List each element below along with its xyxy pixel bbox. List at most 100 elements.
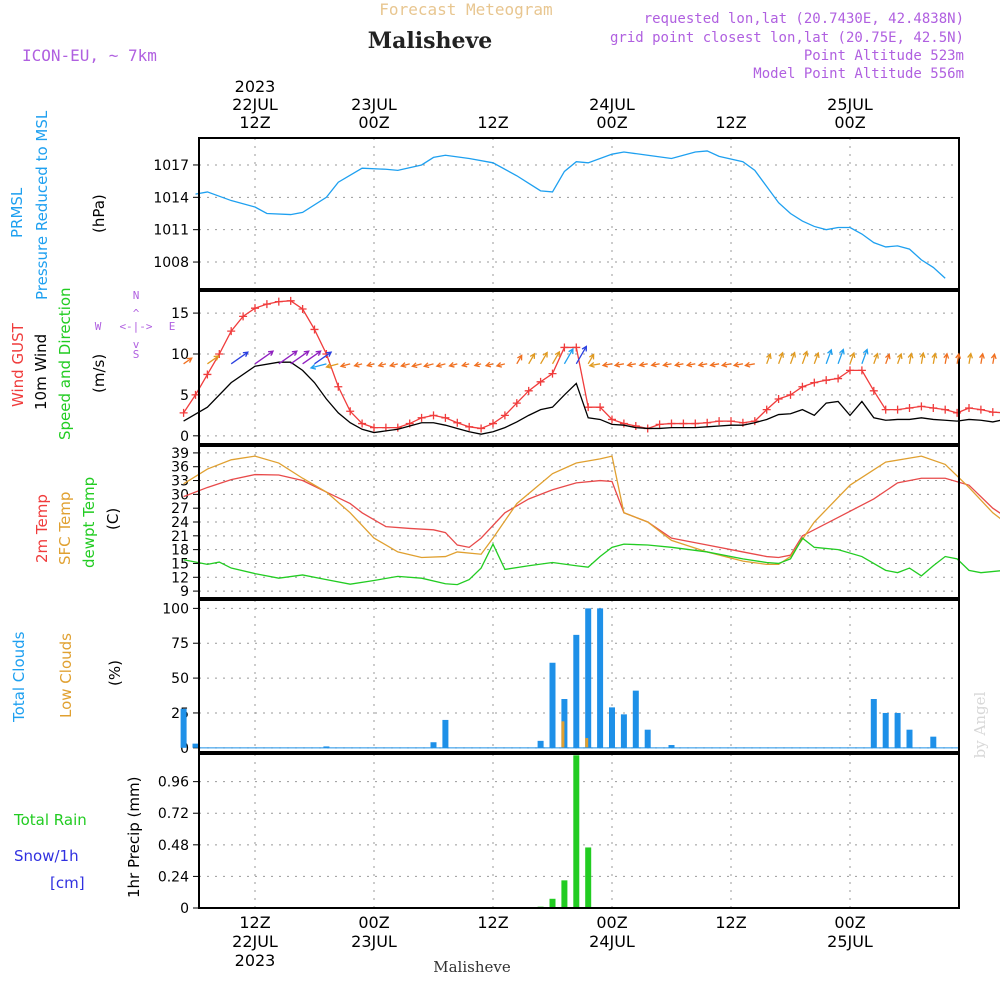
gust-marker: [715, 417, 724, 426]
y-tick-label: 10: [171, 347, 189, 363]
bar: [585, 608, 592, 748]
wind-arrow-head: [309, 364, 317, 370]
gust-marker: [608, 415, 616, 424]
wind-arrow-head: [919, 351, 926, 359]
label-sfc-temp: SFC Temp: [56, 492, 74, 565]
wind-arrow-head: [697, 361, 704, 368]
wind-arrow: [207, 355, 219, 365]
wind-arrow-head: [339, 362, 347, 369]
label-10m-wind: 10m Wind: [32, 334, 50, 410]
gust-marker: [572, 343, 581, 352]
wind-arrow-head: [291, 350, 298, 356]
gust-marker: [489, 419, 497, 428]
bar: [573, 755, 580, 908]
wind-arrow: [849, 352, 855, 365]
wind-compass: N S W E <-|-> ^ v: [95, 289, 176, 361]
label-snow: Snow/1h: [14, 847, 79, 865]
gust-marker: [774, 395, 783, 403]
bottom-time-label: 00Z: [596, 913, 627, 932]
label-cloud-unit: (%): [106, 660, 124, 686]
gust-marker: [965, 404, 973, 412]
bottom-time-label: 12Z: [715, 913, 746, 932]
wind-arrow-head: [979, 352, 985, 359]
wind-arrow: [278, 350, 298, 365]
wind-arrow-head: [744, 361, 751, 368]
wind-arrow: [873, 353, 879, 365]
top-time-label: 22JUL: [232, 95, 278, 114]
bar: [180, 708, 187, 748]
y-tick-label: 0.24: [158, 869, 189, 885]
top-time-label: 23JUL: [351, 95, 397, 114]
wind-arrow-head: [943, 352, 950, 359]
y-tick-label: 27: [171, 501, 189, 517]
compass-cross-h: <-|->: [119, 320, 152, 333]
panel-frame: [198, 445, 960, 599]
wind-arrow: [885, 354, 890, 365]
compass-south: S: [133, 348, 140, 361]
gust-marker: [631, 422, 640, 430]
wind-arrow: [528, 353, 536, 365]
gust-marker: [417, 413, 426, 422]
label-wind-gust: Wind GUST: [9, 322, 27, 407]
gust-marker: [786, 390, 795, 399]
top-time-label: 12Z: [239, 113, 270, 132]
gust-marker: [929, 404, 938, 412]
point-altitude: Point Altitude 523m: [804, 48, 964, 64]
gust-marker: [810, 378, 819, 387]
bar: [561, 721, 565, 748]
wind-arrow-head: [814, 351, 820, 359]
wind-arrow-head: [213, 355, 220, 361]
bar: [549, 898, 556, 908]
super-title: Forecast Meteogram: [379, 0, 552, 19]
wind-arrow: [663, 363, 672, 366]
y-tick-label: 75: [171, 636, 189, 652]
gust-marker: [393, 423, 402, 432]
grid-point-coords: grid point closest lon,lat (20.75E, 42.5…: [610, 30, 964, 46]
wind-arrow: [412, 363, 422, 367]
bar: [632, 690, 639, 748]
wind-arrow: [920, 353, 924, 364]
wind-arrow-head: [353, 361, 360, 368]
bar: [930, 736, 937, 748]
gust-marker: [798, 382, 807, 391]
wind-arrow-head: [495, 362, 502, 368]
gust-marker: [560, 343, 569, 352]
wind-arrow: [861, 349, 868, 365]
gust-marker: [857, 366, 866, 375]
bar: [609, 707, 615, 748]
gust-marker: [524, 386, 533, 395]
y-tick-label: 15: [171, 556, 189, 572]
wind-arrow-head: [325, 363, 332, 369]
label-speed-direction: Speed and Direction: [56, 287, 74, 440]
wind-arrow-head: [873, 352, 879, 359]
gust-marker: [310, 325, 319, 334]
y-tick-label: 15: [171, 306, 189, 322]
y-tick-label: 0.48: [158, 838, 189, 854]
wind-arrow-head: [766, 352, 772, 360]
wind-arrow-head: [377, 361, 384, 368]
wind-arrow: [602, 363, 613, 367]
wind-arrow: [710, 363, 720, 366]
gust-marker: [358, 419, 367, 428]
wind-arrow-head: [366, 361, 373, 368]
wind-arrow: [436, 363, 446, 367]
wind-arrow-head: [581, 345, 588, 352]
wind-arrow-head: [303, 350, 310, 356]
wind-arrow-head: [435, 362, 442, 368]
label-2m-temp: 2m Temp: [33, 494, 51, 563]
wind-arrow: [302, 350, 321, 365]
model-label: ICON-EU, ~ 7km: [22, 46, 157, 65]
y-tick-label: 1011: [153, 223, 189, 239]
label-dewpt-temp: dewpt Temp: [80, 477, 98, 568]
gust-marker: [251, 304, 259, 313]
label-prmsl: PRMSL: [8, 187, 26, 238]
compass-up: ^: [133, 307, 140, 320]
wind-arrow-head: [990, 352, 997, 360]
bar: [870, 699, 877, 748]
wind-arrow: [254, 350, 274, 365]
wind-arrow-head: [849, 351, 856, 359]
compass-down: v: [133, 338, 140, 351]
wind-arrow: [687, 363, 696, 366]
